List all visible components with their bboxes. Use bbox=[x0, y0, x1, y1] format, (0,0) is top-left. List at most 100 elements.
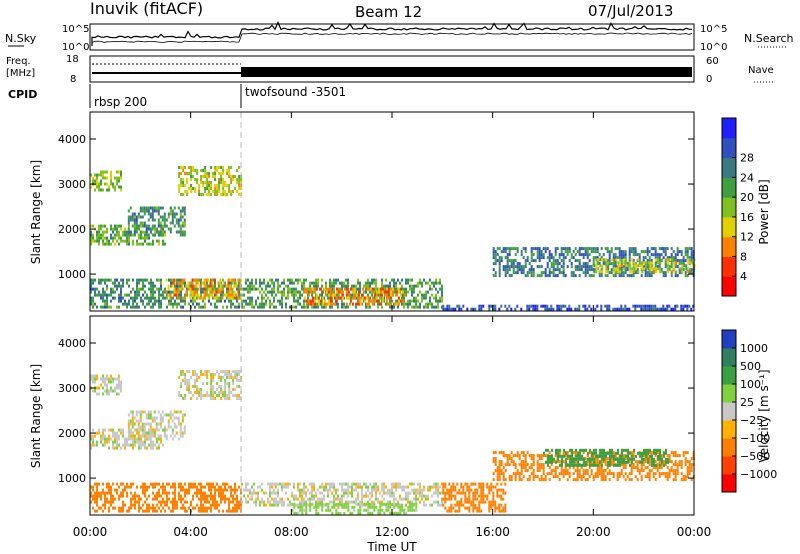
cpid-mode-1: rbsp 200 bbox=[94, 95, 147, 109]
time-axis-label: Time UT bbox=[366, 540, 417, 554]
colorbar-tick-label: 1000 bbox=[740, 342, 768, 355]
freq-tick-bottom: 8 bbox=[70, 74, 76, 85]
noise-left-tick-top: 10^5 bbox=[62, 24, 89, 35]
colorbar-tick-label: 500 bbox=[740, 360, 761, 373]
colorbar-swatch bbox=[722, 384, 736, 403]
time-tick-label: 00:00 bbox=[73, 525, 108, 539]
data-region-7 bbox=[303, 287, 406, 306]
velocity-ylabel: Slant Range [km] bbox=[29, 364, 43, 468]
nave-trace bbox=[241, 67, 692, 77]
colorbar-swatch bbox=[722, 256, 736, 277]
colorbar-swatch bbox=[722, 276, 736, 297]
cpid-mode-2: twofsound -3501 bbox=[245, 85, 346, 99]
colorbar-tick-label: −1000 bbox=[740, 468, 777, 481]
colorbar-swatch bbox=[722, 236, 736, 257]
colorbar-swatch bbox=[722, 402, 736, 421]
date-title: 07/Jul/2013 bbox=[588, 2, 673, 20]
freq-unit-label: [MHz] bbox=[6, 68, 35, 79]
data-region-9 bbox=[543, 448, 669, 467]
colorbar-swatch bbox=[722, 438, 736, 457]
noise-right-tick-bottom: 10^0 bbox=[700, 42, 727, 53]
colorbar-tick-label: 28 bbox=[740, 152, 754, 165]
nave-label: Nave bbox=[748, 65, 774, 76]
freq-label: Freq. bbox=[6, 56, 31, 67]
colorbar-swatch bbox=[722, 330, 736, 349]
colorbar-tick-label: 16 bbox=[740, 211, 754, 224]
colorbar-swatch bbox=[722, 118, 736, 139]
colorbar-tick-label: 12 bbox=[740, 231, 754, 244]
data-region-7 bbox=[442, 482, 507, 513]
colorbar-tick-label: −500 bbox=[740, 450, 770, 463]
time-tick-label: 20:00 bbox=[576, 525, 611, 539]
data-region-1 bbox=[178, 166, 243, 196]
colorbar-swatch bbox=[722, 366, 736, 385]
colorbar-swatch bbox=[722, 456, 736, 475]
colorbar-tick-label: −100 bbox=[740, 432, 770, 445]
colorbar-swatch bbox=[722, 216, 736, 238]
data-region-5 bbox=[241, 482, 443, 507]
colorbar-tick-label: 100 bbox=[740, 378, 761, 391]
station-title: Inuvik (fitACF) bbox=[90, 0, 203, 18]
noise-search-trace bbox=[91, 32, 693, 46]
data-region-4 bbox=[90, 482, 242, 513]
power-panel: 1000 2000 3000 4000 Slant Range [km] bbox=[29, 111, 696, 312]
cpid-panel: CPID rbsp 200 twofsound -3501 bbox=[8, 84, 346, 109]
ytick-label: 3000 bbox=[58, 178, 86, 191]
time-tick-label: 04:00 bbox=[173, 525, 208, 539]
colorbar-swatch bbox=[722, 177, 736, 198]
cpid-label: CPID bbox=[8, 88, 37, 101]
power-colorbar-label: Power [dB] bbox=[757, 179, 771, 244]
beam-title: Beam 12 bbox=[355, 3, 422, 21]
velocity-colorbar-label: Velocity [m s⁻¹] bbox=[757, 369, 771, 462]
data-region-0 bbox=[90, 170, 122, 192]
colorbar-swatch bbox=[722, 197, 736, 218]
data-region-2 bbox=[90, 428, 166, 450]
ytick-label: 1000 bbox=[58, 268, 86, 281]
data-region-8 bbox=[442, 304, 695, 311]
ytick-label: 2000 bbox=[58, 223, 86, 236]
nave-tick-bottom: 0 bbox=[706, 74, 712, 85]
noise-panel: N.Sky 10^5 10^0 10^5 10^0 N.Search bbox=[5, 21, 794, 53]
colorbar-swatch bbox=[722, 348, 736, 367]
velocity-data-regions bbox=[90, 370, 695, 515]
noise-search-label: N.Search bbox=[744, 32, 794, 45]
ytick-label: 2000 bbox=[58, 427, 86, 440]
power-data-regions bbox=[90, 166, 696, 311]
time-tick-label: 00:00 bbox=[677, 525, 712, 539]
velocity-panel: 1000 2000 3000 4000 Slant Range [km] bbox=[29, 315, 695, 516]
colorbar-tick-label: 4 bbox=[740, 270, 747, 283]
colorbar-tick-label: 20 bbox=[740, 191, 754, 204]
data-region-10 bbox=[593, 258, 696, 274]
ytick-label: 4000 bbox=[58, 337, 86, 350]
noise-sky-trace bbox=[91, 21, 693, 46]
noise-sky-label: N.Sky bbox=[5, 32, 37, 45]
data-region-0 bbox=[90, 374, 122, 396]
data-region-6 bbox=[291, 502, 418, 515]
colorbar-tick-label: −25 bbox=[740, 414, 763, 427]
data-region-3 bbox=[127, 410, 186, 441]
colorbar-swatch bbox=[722, 137, 736, 159]
colorbar-swatch bbox=[722, 420, 736, 439]
time-axis: 00:00 04:00 08:00 12:00 16:00 20:00 00:00 bbox=[73, 112, 712, 539]
data-region-5 bbox=[165, 278, 242, 300]
power-colorbar: 4 8 12 16 20 24 28 bbox=[721, 117, 754, 297]
freq-panel: Freq. [MHz] 18 8 60 0 Nave bbox=[6, 54, 774, 85]
ytick-label: 4000 bbox=[58, 133, 86, 146]
time-tick-label: 16:00 bbox=[475, 525, 510, 539]
noise-left-tick-bottom: 10^0 bbox=[62, 42, 89, 53]
data-region-3 bbox=[127, 206, 186, 237]
power-ylabel: Slant Range [km] bbox=[29, 160, 43, 264]
freq-tick-top: 18 bbox=[66, 54, 79, 65]
time-tick-label: 12:00 bbox=[375, 525, 410, 539]
colorbar-tick-label: 8 bbox=[740, 250, 747, 263]
noise-right-tick-top: 10^5 bbox=[700, 24, 727, 35]
data-region-1 bbox=[178, 370, 243, 400]
ytick-label: 3000 bbox=[58, 382, 86, 395]
time-tick-label: 08:00 bbox=[274, 525, 309, 539]
velocity-colorbar: 1000 500 100 25 −25 −100 −500 −1000 bbox=[721, 329, 777, 493]
colorbar-tick-label: 25 bbox=[740, 396, 754, 409]
ytick-label: 1000 bbox=[58, 472, 86, 485]
nave-tick-top: 60 bbox=[706, 56, 719, 67]
colorbar-tick-label: 24 bbox=[740, 171, 754, 184]
